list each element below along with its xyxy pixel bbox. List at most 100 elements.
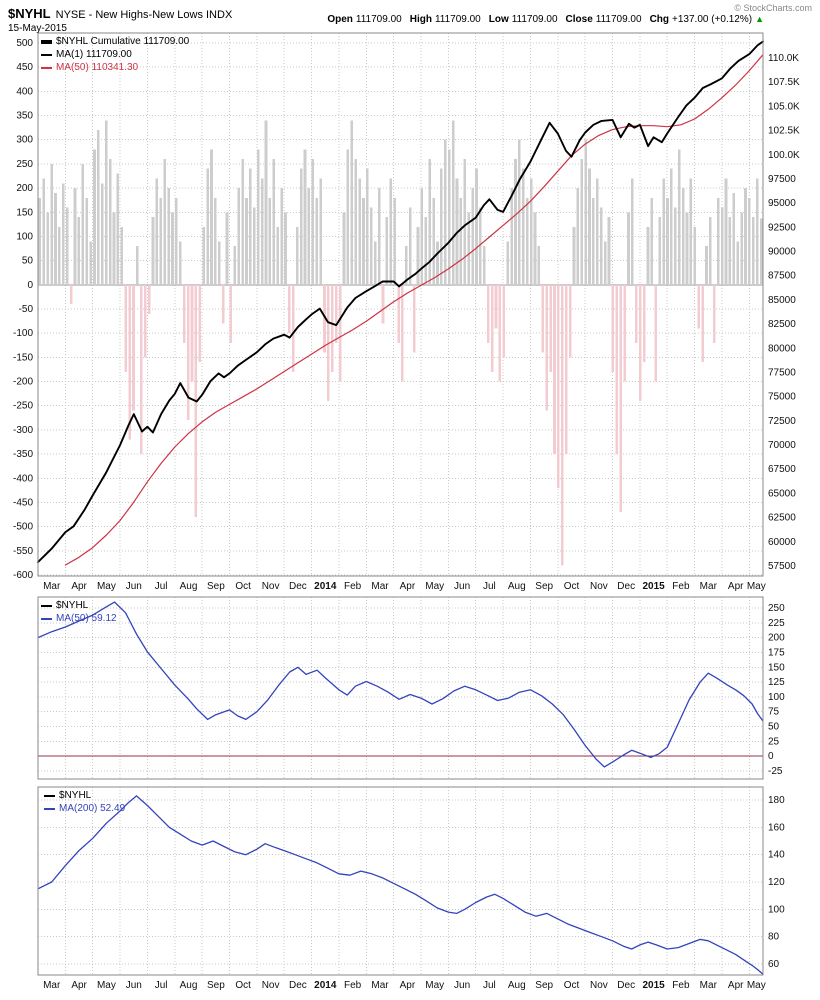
nyhl-histogram-bar xyxy=(284,212,287,285)
right-axis-tick-label: 97500 xyxy=(768,174,796,185)
left-axis-tick-label: -400 xyxy=(13,473,33,484)
nyhl-histogram-bar xyxy=(350,120,354,285)
nyhl-histogram-bar xyxy=(666,197,669,285)
nyhl-histogram-bar xyxy=(81,163,85,285)
right-axis-tick-label: 105.0K xyxy=(768,101,800,112)
nyhl-histogram-bar xyxy=(229,284,233,343)
right-axis-tick-label: 107.5K xyxy=(768,77,800,88)
right-axis-tick-label: 90000 xyxy=(768,247,796,258)
nyhl-histogram-bar xyxy=(720,207,724,285)
x-axis-month-label: Jun xyxy=(126,581,142,592)
nyhl-histogram-bar xyxy=(584,139,587,285)
nyhl-histogram-bar xyxy=(514,159,517,285)
right-axis-tick-label: 95000 xyxy=(768,198,796,209)
nyhl-histogram-bar xyxy=(408,207,412,285)
nyhl-histogram-bar xyxy=(89,241,92,285)
nyhl-histogram-bar xyxy=(412,284,416,353)
nyhl-histogram-bar xyxy=(46,212,50,285)
right-axis-tick-label: 92500 xyxy=(768,222,796,233)
nyhl-histogram-bar xyxy=(545,284,548,411)
x-axis-month-label: Jun xyxy=(454,980,470,991)
ma50-line-swatch xyxy=(41,66,52,69)
nyhl-histogram-bar xyxy=(638,284,642,401)
x-axis-month-label: Apr xyxy=(400,581,416,592)
nyhl-histogram-bar xyxy=(611,284,615,372)
nyhl-histogram-bar xyxy=(572,226,576,285)
ma200-daily-line xyxy=(37,795,764,975)
nyhl-histogram-bar xyxy=(108,159,112,285)
nyhl-histogram-bar xyxy=(533,212,537,285)
left-axis-tick-label: 0 xyxy=(27,280,33,291)
x-axis-month-label: May xyxy=(425,581,444,592)
nyhl-histogram-bar xyxy=(389,178,393,285)
cumulative-line xyxy=(37,40,764,564)
nyhl-histogram-bar xyxy=(658,217,662,285)
nyhl-histogram-bar xyxy=(249,168,252,285)
right-axis-tick-label: 57500 xyxy=(768,561,796,572)
x-axis-month-label: Mar xyxy=(371,980,389,991)
nyhl-histogram-bar xyxy=(615,284,619,455)
nyhl-histogram-bar xyxy=(451,120,455,285)
nyhl-histogram-bar xyxy=(245,197,248,285)
nyhl-histogram-bar xyxy=(311,159,315,285)
left-axis-tick-label: 300 xyxy=(16,135,33,146)
chart-date: 15-May-2015 xyxy=(8,23,67,34)
nyhl-histogram-bar xyxy=(319,178,322,285)
bottom-chart-legend: $NYHL MA(200) 52.49 xyxy=(44,789,125,815)
nyhl-histogram-bar xyxy=(366,168,369,285)
nyhl-histogram-bar xyxy=(576,188,580,285)
left-axis-tick-label: 400 xyxy=(16,86,33,97)
x-axis-month-label: Feb xyxy=(344,581,362,592)
nyhl-histogram-bar xyxy=(716,197,720,285)
nyhl-histogram-bar xyxy=(315,197,318,285)
x-axis-month-label: May xyxy=(747,980,766,991)
right-axis-tick-label: 25 xyxy=(768,736,780,747)
nyhl-histogram-bar xyxy=(728,217,732,285)
nyhl-histogram-bar xyxy=(358,178,361,285)
x-axis-month-label: Jul xyxy=(155,980,168,991)
nyhl-histogram-bar xyxy=(307,188,311,285)
right-axis-tick-label: 150 xyxy=(768,662,785,673)
x-axis-month-label: Nov xyxy=(590,581,608,592)
x-axis-month-label: Sep xyxy=(535,581,553,592)
nyhl-histogram-bar xyxy=(525,197,529,285)
left-axis-tick-label: 100 xyxy=(16,231,33,242)
x-axis-month-label: Oct xyxy=(235,581,251,592)
nyhl-histogram-bar xyxy=(732,192,736,285)
nyhl-histogram-bar xyxy=(670,168,673,285)
left-axis-tick-label: -50 xyxy=(19,304,34,315)
legend-item-ma1: MA(1) 111709.00 xyxy=(41,48,189,61)
nyhl-histogram-bar xyxy=(260,178,264,285)
nyhl-histogram-bar xyxy=(755,178,759,285)
nyhl-histogram-bar xyxy=(202,226,205,285)
x-axis-month-label: Nov xyxy=(262,980,280,991)
nyhl-histogram-bar xyxy=(697,284,700,329)
right-axis-tick-label: 60000 xyxy=(768,537,796,548)
left-axis-tick-label: -150 xyxy=(13,352,33,363)
symbol-description: NYSE - New Highs-New Lows INDX xyxy=(55,9,233,21)
quote-close-value: 111709.00 xyxy=(595,14,642,25)
nyhl-histogram-bar xyxy=(93,149,96,285)
change-up-triangle-icon: ▲ xyxy=(755,14,764,24)
nyhl-histogram-bar xyxy=(280,188,283,285)
quote-chg-label: Chg xyxy=(649,14,670,25)
legend-item-ma200-daily: MA(200) 52.49 xyxy=(44,802,125,815)
nyhl-histogram-bar xyxy=(744,188,747,285)
left-axis-tick-label: 50 xyxy=(22,256,34,267)
ma200-daily-swatch xyxy=(44,807,55,810)
left-axis-tick-label: -300 xyxy=(13,425,33,436)
nyhl-histogram-bar xyxy=(483,246,486,285)
nyhl-histogram-bar xyxy=(237,188,241,285)
legend-ma1-label: MA(1) 111709.00 xyxy=(56,49,132,60)
nyhl-histogram-bar xyxy=(740,212,743,285)
left-axis-tick-label: -600 xyxy=(13,570,33,581)
legend-item-nyhl-mid: $NYHL xyxy=(41,599,117,612)
legend-ma200-daily-label: MA(200) 52.49 xyxy=(59,803,126,814)
cumulative-line-swatch xyxy=(41,39,52,44)
x-axis-month-label: Dec xyxy=(289,581,307,592)
nyhl-histogram-bar xyxy=(42,178,46,285)
right-axis-tick-label: 0 xyxy=(768,751,774,762)
copyright: © StockCharts.com xyxy=(734,3,812,13)
nyhl-histogram-bar xyxy=(650,197,654,285)
